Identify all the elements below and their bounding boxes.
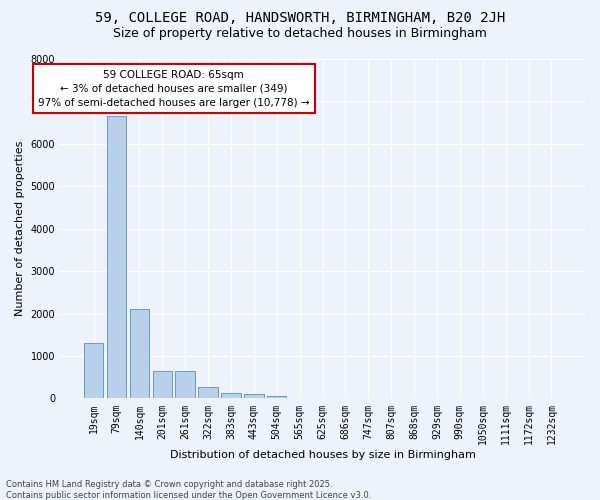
Bar [175, 371, 195, 398]
Text: 59 COLLEGE ROAD: 65sqm
← 3% of detached houses are smaller (349)
97% of semi-det: 59 COLLEGE ROAD: 65sqm ← 3% of detached … [38, 70, 310, 108]
Bar [152, 371, 172, 398]
Bar [130, 310, 149, 398]
Text: Contains HM Land Registry data © Crown copyright and database right 2025.
Contai: Contains HM Land Registry data © Crown c… [6, 480, 371, 500]
Bar [244, 394, 263, 398]
Text: 59, COLLEGE ROAD, HANDSWORTH, BIRMINGHAM, B20 2JH: 59, COLLEGE ROAD, HANDSWORTH, BIRMINGHAM… [95, 11, 505, 25]
Y-axis label: Number of detached properties: Number of detached properties [15, 141, 25, 316]
Bar [267, 396, 286, 398]
Text: Size of property relative to detached houses in Birmingham: Size of property relative to detached ho… [113, 28, 487, 40]
Bar [221, 393, 241, 398]
Bar [84, 344, 103, 398]
X-axis label: Distribution of detached houses by size in Birmingham: Distribution of detached houses by size … [170, 450, 475, 460]
Bar [199, 387, 218, 398]
Bar [107, 116, 126, 398]
